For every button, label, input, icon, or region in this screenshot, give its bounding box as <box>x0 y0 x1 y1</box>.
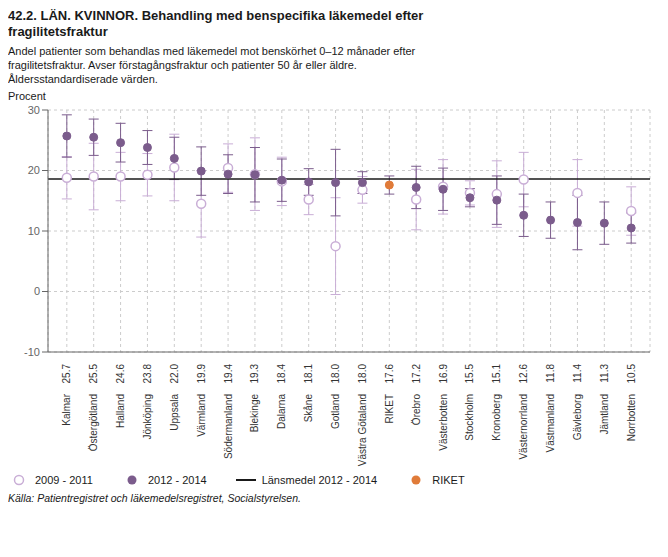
svg-text:RIKET: RIKET <box>384 394 395 423</box>
svg-text:25.7: 25.7 <box>61 364 72 384</box>
html-text:Andel patienter som behandlas: Andel patienter som behandlas med läkeme… <box>8 45 416 85</box>
svg-text:Kronoberg: Kronoberg <box>491 394 502 441</box>
svg-text:10: 10 <box>28 225 40 237</box>
svg-text:15.1: 15.1 <box>491 364 502 384</box>
svg-text:Jämtland: Jämtland <box>599 394 610 435</box>
svg-text:0: 0 <box>34 285 40 297</box>
svg-text:Västerbotten: Västerbotten <box>438 394 449 451</box>
svg-text:30: 30 <box>28 104 40 116</box>
svg-text:10.5: 10.5 <box>626 364 637 384</box>
svg-text:25.5: 25.5 <box>88 364 99 384</box>
svg-text:Blekinge: Blekinge <box>249 394 260 433</box>
svg-text:19.3: 19.3 <box>249 364 260 384</box>
svg-text:11.8: 11.8 <box>545 364 556 383</box>
svg-text:12.6: 12.6 <box>518 364 529 384</box>
svg-text:17.2: 17.2 <box>411 364 422 384</box>
svg-text:22.0: 22.0 <box>169 364 180 384</box>
svg-text:Västmanland: Västmanland <box>545 394 556 452</box>
svg-text:18.4: 18.4 <box>276 364 287 384</box>
svg-text:Jönköping: Jönköping <box>142 394 153 440</box>
svg-text:Skåne: Skåne <box>303 394 314 423</box>
svg-text:23.8: 23.8 <box>142 364 153 384</box>
svg-text:19.4: 19.4 <box>223 364 234 384</box>
html-text:2009 - 2011: 2009 - 2011 <box>35 474 93 486</box>
svg-text:20: 20 <box>28 164 40 176</box>
svg-text:Halland: Halland <box>115 394 126 428</box>
svg-text:Värmland: Värmland <box>196 394 207 437</box>
svg-text:17.6: 17.6 <box>384 364 395 384</box>
svg-text:16.9: 16.9 <box>438 364 449 384</box>
svg-text:11.3: 11.3 <box>599 364 610 383</box>
html-text:Procent: Procent <box>8 90 46 102</box>
svg-text:19.9: 19.9 <box>196 364 207 384</box>
html-text:42.2. LÄN. KVINNOR. Behandling: 42.2. LÄN. KVINNOR. Behandling med bensp… <box>8 8 424 39</box>
svg-text:18.0: 18.0 <box>330 364 341 384</box>
svg-text:Kalmar: Kalmar <box>61 393 72 425</box>
svg-text:18.1: 18.1 <box>303 364 314 384</box>
svg-text:Stockholm: Stockholm <box>464 394 475 441</box>
svg-text:Västra Götaland: Västra Götaland <box>357 394 368 466</box>
svg-text:Uppsala: Uppsala <box>169 394 180 431</box>
svg-text:Gävleborg: Gävleborg <box>572 394 583 440</box>
svg-text:Västernorrland: Västernorrland <box>518 394 529 460</box>
svg-text:18.0: 18.0 <box>357 364 368 384</box>
svg-text:Dalarna: Dalarna <box>276 394 287 429</box>
svg-text:-10: -10 <box>24 346 40 358</box>
svg-text:Örebro: Örebro <box>411 394 422 426</box>
html-text:2012 - 2014: 2012 - 2014 <box>147 474 207 486</box>
html-text:Länsmedel 2012 - 2014: Länsmedel 2012 - 2014 <box>261 474 378 486</box>
svg-text:24.6: 24.6 <box>115 364 126 384</box>
svg-text:Södermanland: Södermanland <box>223 394 234 459</box>
svg-text:Östergötland: Östergötland <box>88 394 99 451</box>
html-text:Källa: Patientregistret och lä: Källa: Patientregistret och läkemedelsre… <box>8 492 301 504</box>
svg-text:Gotland: Gotland <box>330 394 341 429</box>
html-text:RIKET: RIKET <box>432 474 465 486</box>
svg-text:11.4: 11.4 <box>572 364 583 383</box>
svg-text:15.5: 15.5 <box>464 364 475 384</box>
svg-text:Norrbotten: Norrbotten <box>626 394 637 441</box>
